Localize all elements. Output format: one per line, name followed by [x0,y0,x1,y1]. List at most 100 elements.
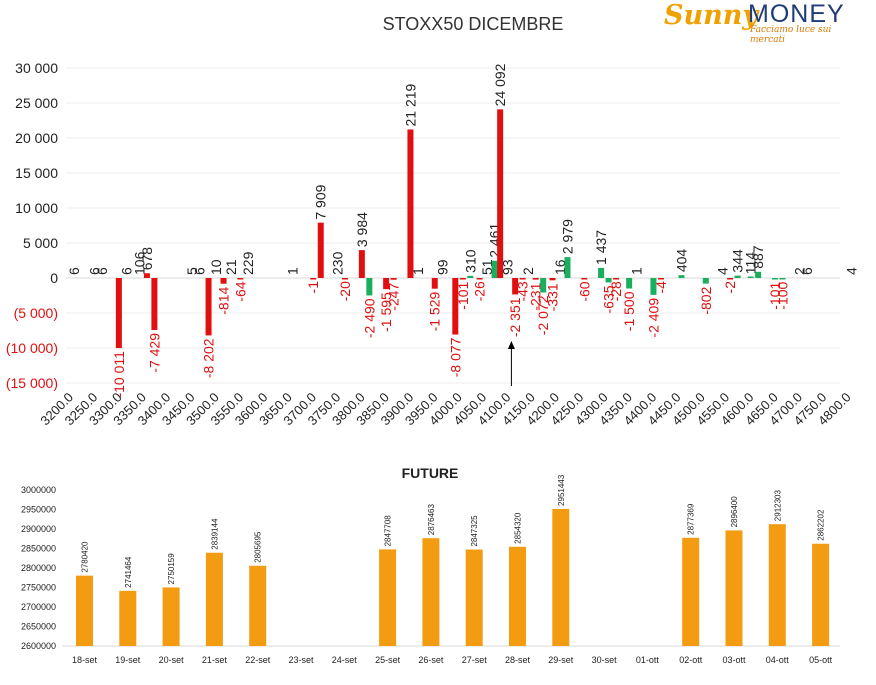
y-tick-label: 30 000 [15,60,58,76]
stoxx-bar [727,278,734,280]
future-data-label: 2876463 [427,503,436,535]
future-x-tick-label: 20-set [159,655,185,665]
stoxx-data-label: 99 [434,259,450,275]
stoxx-data-label: 229 [240,251,256,275]
future-bar [465,549,483,646]
future-data-label: 2805695 [254,531,263,563]
stoxx-data-label: 1 437 [593,230,609,265]
future-x-tick-label: 28-set [505,655,531,665]
stoxx-bar [452,278,459,335]
stoxx-data-label: -2 490 [361,298,377,338]
y-tick-label: 25 000 [15,95,58,111]
stoxx-bar [779,278,786,280]
stoxx-bar [205,278,212,336]
stoxx-bar [476,278,483,280]
stoxx-data-label: -101 [767,282,783,310]
stoxx-data-label: -331 [545,283,561,311]
stoxx-bar [407,129,414,278]
stoxx-data-label: 6 [118,267,134,275]
future-x-tick-label: 27-set [462,655,488,665]
stoxx-data-label: 21 [223,259,239,275]
stoxx-data-label: 5 [184,267,200,275]
stoxx-data-label: -100 [774,281,790,309]
stoxx-data-label: -7 429 [146,333,162,373]
stoxx-bar [747,276,754,278]
stoxx-bar [549,278,556,281]
stoxx-bar [512,278,519,295]
stoxx-data-label: 93 [500,259,516,275]
stoxx-bar [650,278,657,295]
stoxx-data-label: 6 [66,267,82,275]
stoxx-data-label: 2 [791,267,807,275]
stoxx-bar [115,278,122,349]
stoxx-data-label: 6 [94,267,110,275]
stoxx-bar [390,278,397,280]
stoxx-bar [657,278,664,280]
future-x-tick-label: 03-ott [722,655,746,665]
future-bar [422,538,440,646]
future-data-label: 2854320 [514,512,523,544]
logo-tagline: Facciamo luce sui mercati [750,25,832,45]
stoxx-data-label: -1 529 [427,291,443,331]
stoxx-data-label: -635 [601,285,617,313]
stoxx-bar [358,250,365,278]
stoxx-data-label: -1 595 [378,292,394,332]
stoxx-bar [702,278,709,284]
y-tick-label: (15 000) [6,375,58,391]
future-y-tick-label: 2750000 [21,583,56,593]
stoxx-data-label: -1 500 [621,291,637,331]
stoxx-bar [431,278,438,289]
future-bar [205,552,223,646]
future-bar [379,549,397,646]
stoxx-data-label: 4 [715,267,731,275]
stoxx-data-label: -64 [232,281,248,301]
y-tick-label: 20 000 [15,130,58,146]
stoxx-data-label: -4 [653,281,669,294]
stoxx-bar [678,275,685,278]
stoxx-bar [220,278,227,284]
stoxx-data-label: 51 [479,259,495,275]
future-data-label: 2741464 [124,556,133,588]
future-x-tick-label: 19-set [115,655,141,665]
stoxx-bar [564,257,571,278]
stoxx-data-label: -28 [608,281,624,301]
future-chart-title: FUTURE [402,465,459,481]
stoxx-bar [151,278,158,331]
y-tick-label: (5 000) [14,305,58,321]
stoxx-data-label: -2 351 [507,297,523,337]
future-data-label: 2780420 [81,541,90,573]
stoxx-bar [143,273,150,278]
future-bar [812,543,830,646]
y-tick-label: 5 000 [23,235,58,251]
stoxx-data-label: 230 [330,251,346,275]
stoxx-data-label: 7 909 [313,184,329,219]
future-x-tick-label: 21-set [202,655,228,665]
stoxx-data-label: 678 [139,247,155,271]
future-bar [682,537,700,646]
stoxx-data-label: -60 [576,281,592,301]
future-x-tick-label: 24-set [332,655,358,665]
stoxx-data-label: 1 [629,267,645,275]
future-y-tick-label: 2600000 [21,641,56,651]
stoxx-data-label: -43 [515,281,531,301]
future-y-tick-label: 2650000 [21,622,56,632]
stoxx-bar [540,278,547,293]
stoxx-data-label: 6 [799,267,815,275]
future-data-label: 2896400 [730,496,739,528]
stoxx-bar [626,278,633,289]
stoxx-data-label: -814 [216,286,232,314]
stoxx-data-label: -2 409 [645,298,661,338]
future-x-tick-label: 01-ott [636,655,660,665]
stoxx-bar [519,278,526,280]
stoxx-data-label: 344 [730,249,746,273]
stoxx-data-label: -8 077 [447,337,463,377]
sunny-money-logo: Sunny MONEY Facciamo luce sui mercati [664,0,864,45]
future-x-tick-label: 29-set [548,655,574,665]
stoxx-data-label: 2 979 [560,219,576,254]
future-data-label: 2951443 [557,474,566,506]
future-data-label: 2750159 [167,553,176,585]
future-bar [249,565,267,646]
stoxx-data-label: -231 [528,282,544,310]
future-x-tick-label: 04-ott [766,655,790,665]
stoxx-bar [459,278,466,280]
